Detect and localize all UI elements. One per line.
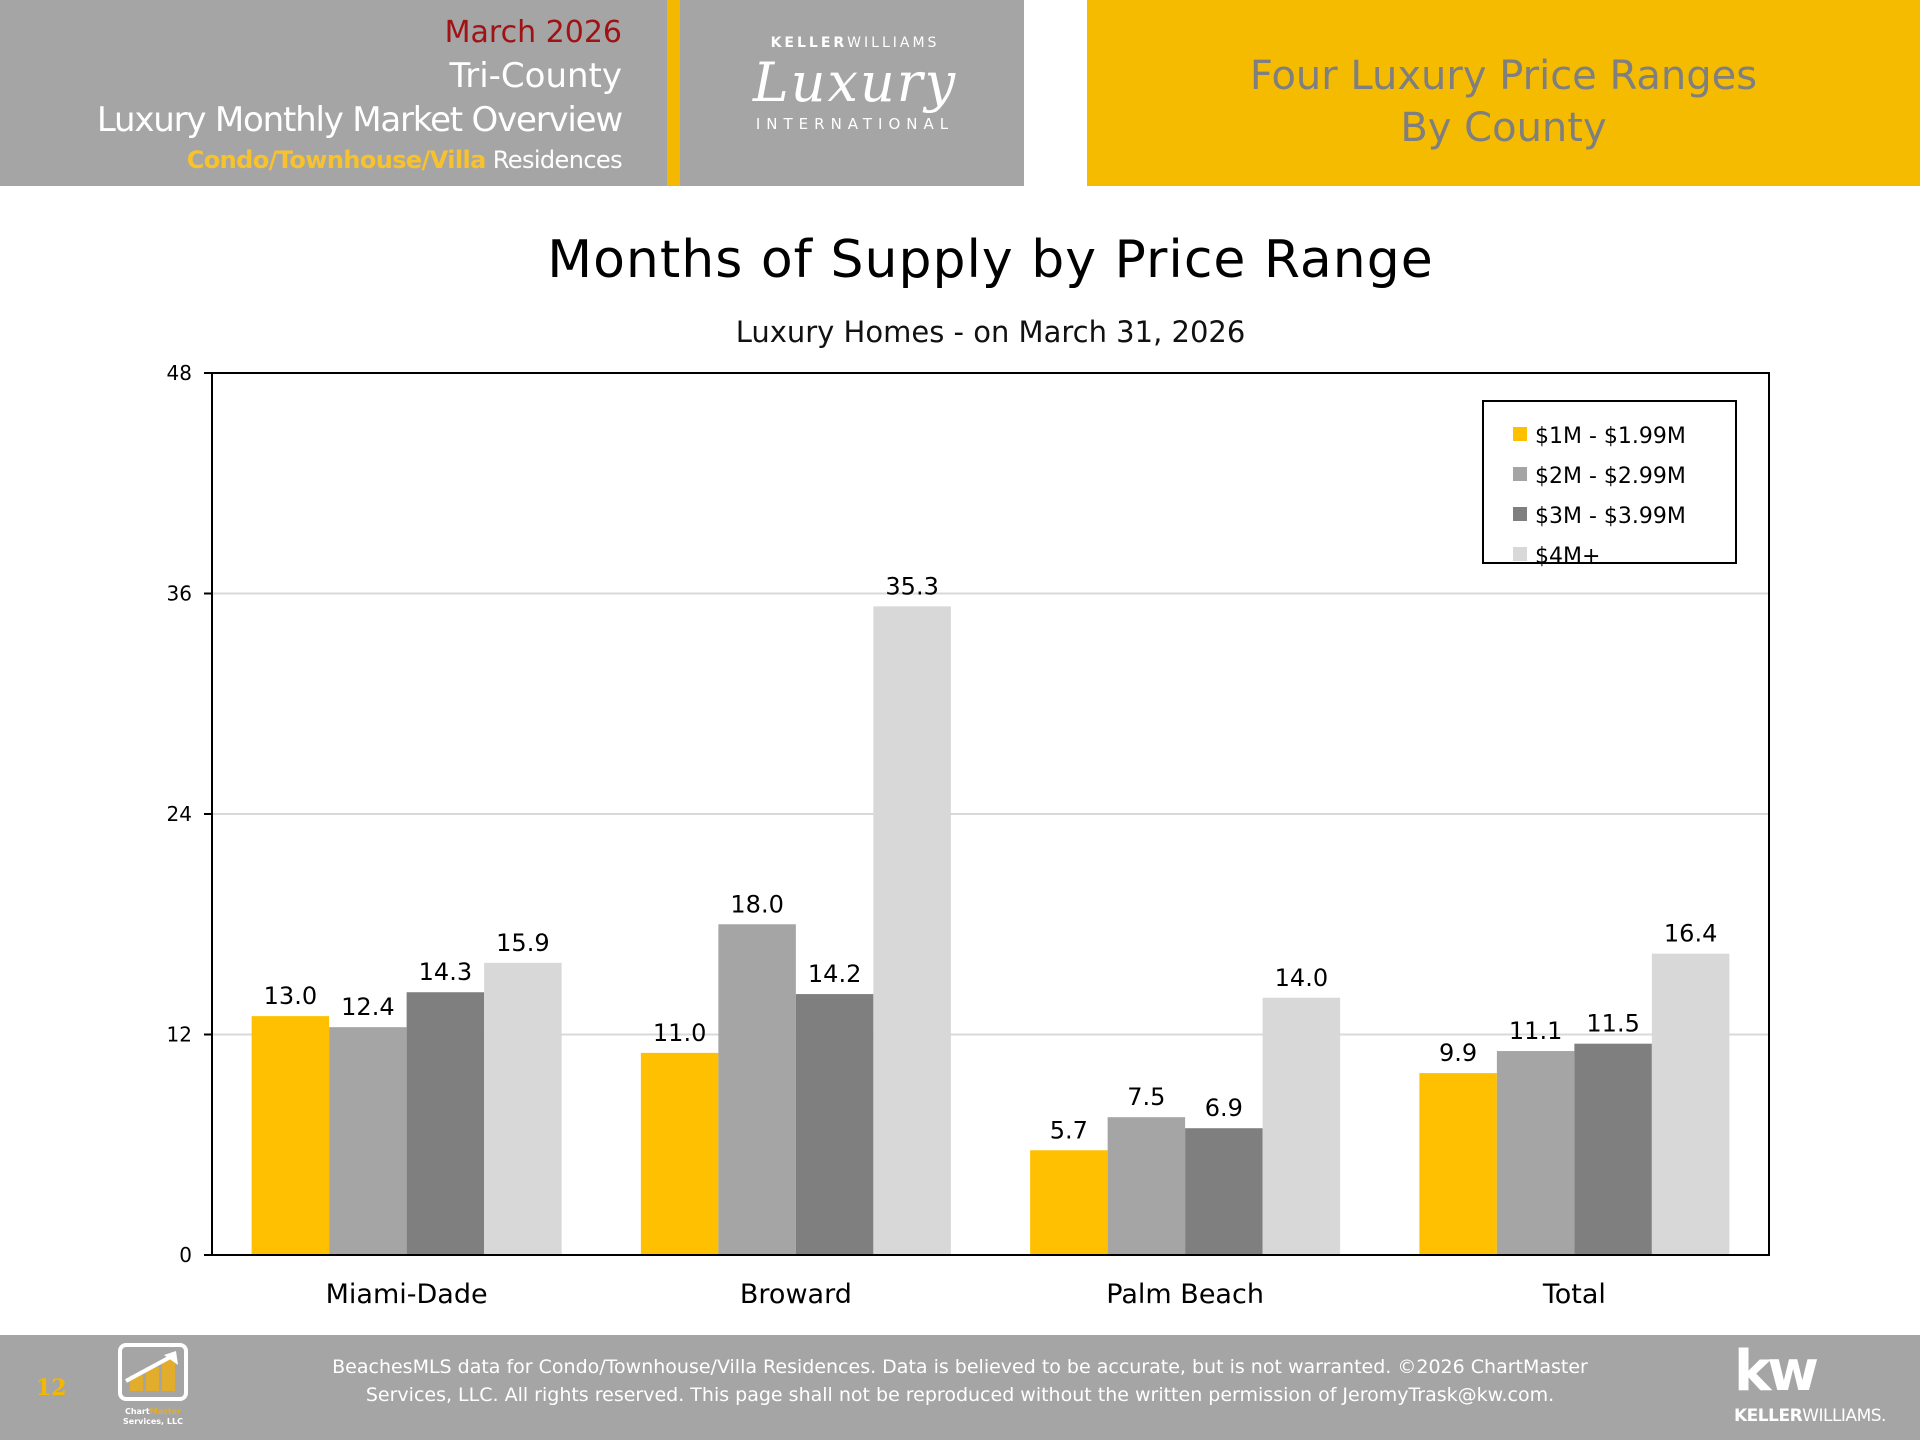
legend-swatch [1513,467,1527,481]
chart-title: Months of Supply by Price Range [547,230,1434,290]
header-title-block: March 2026 Tri-County Luxury Monthly Mar… [0,0,1024,186]
bar-palm-beach-series-2 [1107,1117,1186,1255]
legend-item-label: $2M - $2.99M [1535,464,1686,489]
chartmaster-logo: ChartMaster Services, LLC [116,1343,190,1435]
disclaimer: BeachesMLS data for Condo/Townhouse/Vill… [230,1353,1690,1409]
page-number: 12 [36,1375,67,1401]
bar-total-series-4 [1651,953,1730,1255]
bar-palm-beach-series-3 [1185,1128,1263,1255]
y-tick-label: 0 [179,1243,192,1267]
bar-miami-dade-series-2 [329,1027,407,1255]
disclaimer-line-1: BeachesMLS data for Condo/Townhouse/Vill… [332,1356,1588,1378]
data-label: 11.1 [1509,1017,1562,1045]
disclaimer-line-2: Services, LLC. All rights reserved. This… [365,1384,1555,1406]
data-label: 14.3 [419,958,472,986]
footer: 12 ChartMaster Services, LLC BeachesMLS … [0,1335,1920,1440]
keller-williams-logo: kw KELLERWILLIAMS. [1734,1343,1914,1427]
kw-name: KELLERWILLIAMS. [1734,1406,1886,1426]
logo-keller-williams: KELLERWILLIAMS [770,35,940,51]
header-text: March 2026 Tri-County Luxury Monthly Mar… [10,12,623,178]
data-label: 13.0 [264,982,317,1010]
kw-luxury-logo: KELLERWILLIAMS Luxury INTERNATIONAL [692,34,1018,154]
data-label: 5.7 [1050,1116,1088,1144]
chart-subtitle: Luxury Homes - on March 31, 2026 [735,315,1246,349]
data-label: 14.0 [1275,964,1328,992]
chartmaster-caption-line-2: Services, LLC [123,1417,183,1426]
data-label: 9.9 [1439,1039,1477,1067]
header-yellow-stripe [667,0,680,186]
data-label: 16.4 [1664,920,1717,948]
plot-area-border [211,372,1770,1256]
legend-swatch [1513,427,1527,441]
data-label: 12.4 [341,993,394,1021]
section-title-line-2: By County [1400,105,1607,151]
report-title: Luxury Monthly Market Overview [96,100,623,140]
data-label: 6.9 [1205,1094,1243,1122]
bar-total-series-1 [1419,1073,1497,1255]
x-tick-label: Miami-Dade [326,1279,488,1310]
chartmaster-caption: ChartMaster Services, LLC [110,1407,196,1427]
x-tick-label: Palm Beach [1106,1279,1264,1310]
data-label: 35.3 [885,572,938,600]
bar-miami-dade-series-4 [484,962,562,1255]
bar-miami-dade-series-3 [406,992,485,1255]
bar-broward-series-2 [718,924,796,1255]
data-label: 18.0 [730,890,783,918]
y-tick-label: 12 [167,1023,192,1047]
bar-broward-series-4 [873,606,951,1255]
bar-broward-series-3 [795,994,874,1255]
bar-palm-beach-series-4 [1262,997,1341,1255]
property-suffix: Residences [492,146,623,174]
y-tick-label: 48 [167,361,192,385]
y-tick-label: 36 [167,582,192,606]
logo-luxury-script: Luxury [752,51,958,114]
bar-broward-series-1 [640,1052,719,1255]
section-title-line-1: Four Luxury Price Ranges [1249,53,1758,99]
bar-total-series-3 [1574,1043,1652,1255]
section-title-block: Four Luxury Price Ranges By County [1087,0,1920,186]
chartmaster-caption-line-1: ChartMaster [124,1407,182,1416]
property-type-line: Condo/Townhouse/Villa Residences [10,142,623,178]
kw-mark: kw [1734,1339,1819,1404]
legend-item-label: $4M+ [1535,544,1600,569]
property-type: Condo/Townhouse/Villa [186,146,487,174]
legend-swatch [1513,507,1527,521]
legend-swatch [1513,547,1527,561]
legend-item-label: $1M - $1.99M [1535,424,1686,449]
bar-miami-dade-series-1 [251,1016,330,1255]
data-label: 14.2 [808,960,861,988]
data-label: 7.5 [1127,1083,1165,1111]
bar-total-series-2 [1496,1051,1575,1255]
section-title: Four Luxury Price Ranges By County [1087,50,1920,154]
x-tick-label: Total [1542,1279,1606,1310]
data-label: 15.9 [496,929,549,957]
report-region: Tri-County [449,56,622,96]
y-tick-label: 24 [167,802,192,826]
logo-international: INTERNATIONAL [755,115,955,133]
bar-chart: 0 12 24 36 48 13.0 12.4 14.3 15.9 Miami-Dade 11.0 1… [167,361,1770,1310]
data-label: 11.5 [1586,1010,1639,1038]
x-tick-label: Broward [740,1279,852,1310]
chart-growth-icon [118,1343,188,1401]
legend-item-label: $3M - $3.99M [1535,504,1686,529]
data-label: 11.0 [653,1019,706,1047]
bar-palm-beach-series-1 [1030,1150,1108,1255]
report-date: March 2026 [444,15,622,50]
